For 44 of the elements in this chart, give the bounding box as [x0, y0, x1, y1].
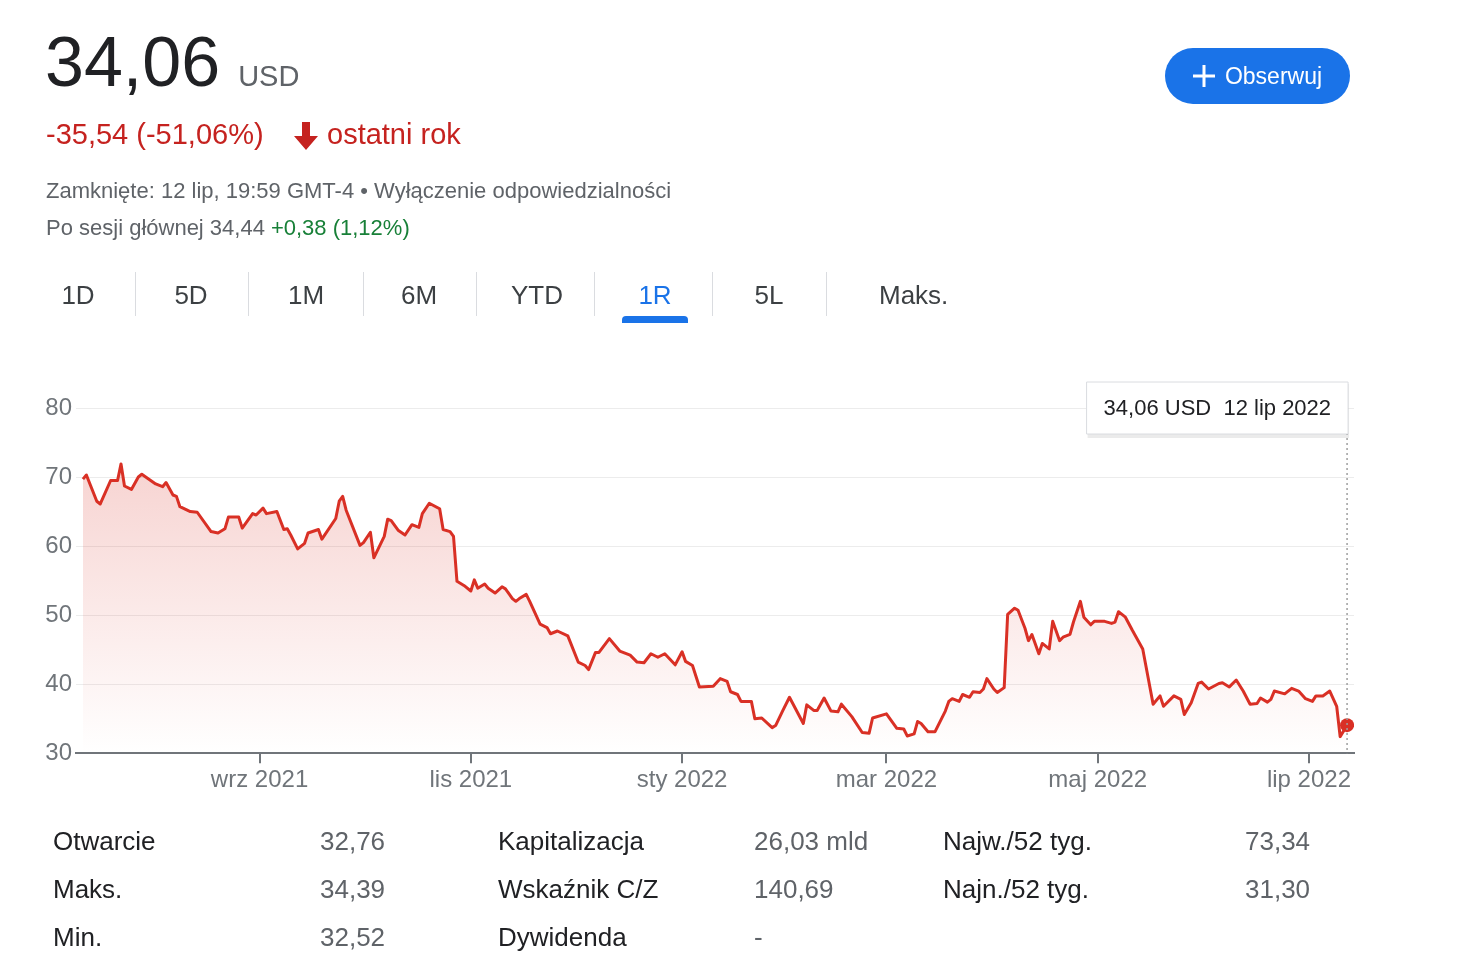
- text: -: [754, 922, 763, 953]
- text: 31,30: [1245, 874, 1311, 905]
- text: Kapitalizacja: [498, 826, 644, 857]
- x-tick-label: lis 2021: [429, 765, 513, 793]
- text: Min.: [53, 922, 103, 953]
- text: Dywidenda: [498, 922, 627, 953]
- y-tick-label: 50: [45, 599, 72, 627]
- text: Wskaźnik C/Z: [498, 874, 659, 905]
- text: 140,69: [754, 874, 834, 905]
- text: 34,39: [320, 874, 386, 905]
- text: Maks.: [879, 280, 950, 311]
- text: 26,03 mld: [754, 826, 869, 857]
- text: ostatni rok: [327, 118, 461, 151]
- text: 1R: [637, 280, 673, 311]
- x-tick-label: wrz 2021: [209, 765, 309, 793]
- text: 5D: [173, 280, 209, 311]
- y-tick-label: 30: [45, 737, 72, 765]
- x-tick-label: maj 2022: [1048, 765, 1148, 793]
- y-tick-label: 40: [45, 668, 72, 696]
- y-tick-label: 60: [45, 530, 72, 558]
- x-tick-label: lip 2022: [1266, 765, 1352, 793]
- text: 1M: [286, 280, 326, 311]
- text: 5L: [753, 280, 785, 311]
- text: +0,38 (1,12%): [270, 215, 410, 240]
- chart-title: 34,06 USD: [45, 23, 300, 101]
- annotation: 34,06 USD 12 lip 2022: [1103, 395, 1332, 421]
- text: 6M: [399, 280, 439, 311]
- text: YTD: [510, 280, 564, 311]
- y-tick-label: 70: [45, 461, 72, 489]
- text: Obserwuj: [1224, 62, 1323, 90]
- text: 32,52: [320, 922, 386, 953]
- x-tick-label: mar 2022: [835, 765, 938, 793]
- text: Najn./52 tyg.: [943, 874, 1089, 905]
- text: Maks.: [53, 874, 123, 905]
- text: Zamknięte: 12 lip, 19:59 GMT-4 • Wyłączenie odpowiedzialności: [46, 178, 672, 204]
- text: 73,34: [1245, 826, 1311, 857]
- chart-subtitle: -35,54 (-51,06%): [46, 118, 264, 151]
- text: Po sesji głównej 34,44: [46, 215, 265, 240]
- y-tick-label: 80: [45, 392, 72, 420]
- x-tick-label: sty 2022: [636, 765, 728, 793]
- text: Otwarcie: [53, 826, 156, 857]
- text: 1D: [60, 280, 96, 311]
- text: Najw./52 tyg.: [943, 826, 1092, 857]
- text: 32,76: [320, 826, 386, 857]
